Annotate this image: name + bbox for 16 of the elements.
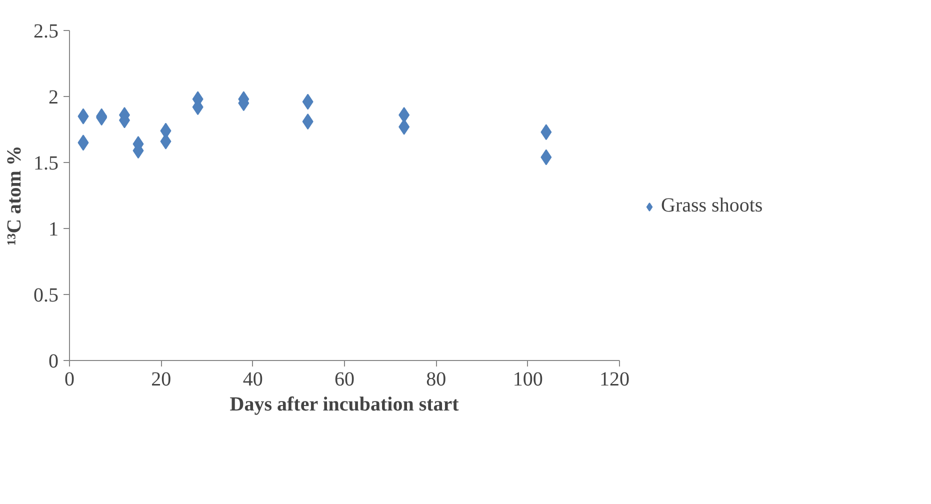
x-tick-label: 100	[512, 368, 543, 390]
y-tick-label: 2.5	[34, 20, 58, 42]
y-axis-title: ¹³C atom %	[4, 146, 26, 246]
x-tick-label: 0	[64, 368, 74, 390]
y-tick-label: 0	[48, 350, 58, 372]
x-tick-label: 80	[426, 368, 446, 390]
legend-label: Grass shoots	[661, 194, 763, 218]
y-tick-label: 1	[48, 218, 58, 240]
x-tick-label: 40	[242, 368, 263, 390]
y-tick-label: 1.5	[34, 152, 58, 174]
x-tick-label: 20	[151, 368, 172, 390]
x-tick-label: 120	[600, 368, 630, 390]
x-axis-title: Days after incubation start	[230, 394, 460, 416]
y-tick-label: 0.5	[34, 284, 58, 306]
x-tick-label: 60	[334, 368, 354, 390]
y-tick-label: 2	[48, 86, 58, 108]
